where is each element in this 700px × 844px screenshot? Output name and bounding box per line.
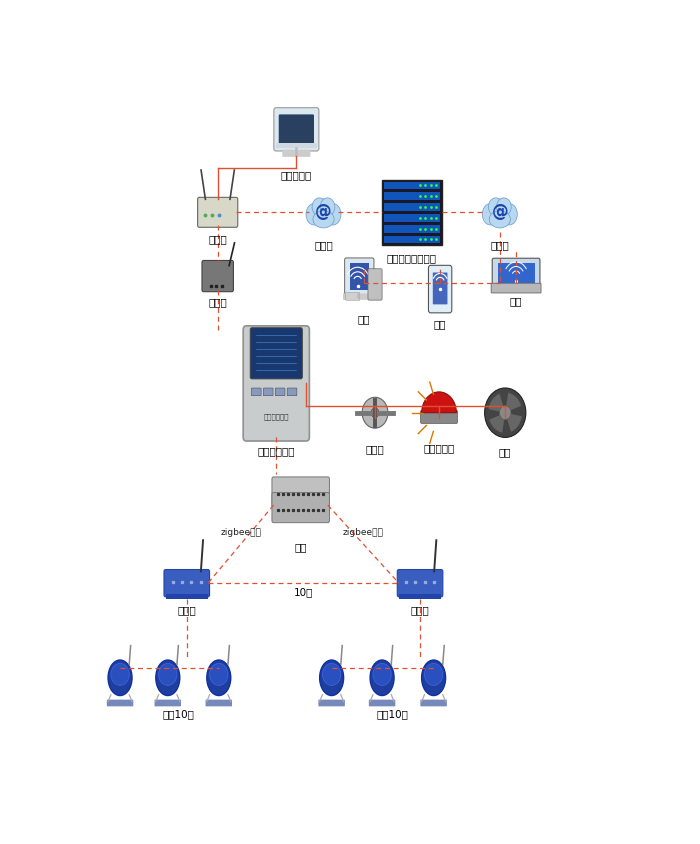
Circle shape	[371, 408, 379, 418]
FancyBboxPatch shape	[279, 116, 314, 148]
FancyBboxPatch shape	[384, 225, 440, 234]
FancyBboxPatch shape	[491, 284, 541, 294]
Ellipse shape	[313, 212, 334, 229]
Circle shape	[111, 663, 130, 685]
FancyBboxPatch shape	[399, 594, 441, 600]
Text: @: @	[491, 203, 508, 220]
FancyBboxPatch shape	[421, 700, 447, 706]
FancyBboxPatch shape	[344, 258, 374, 295]
FancyBboxPatch shape	[206, 700, 232, 706]
Ellipse shape	[421, 660, 446, 695]
Text: zigbee信号: zigbee信号	[343, 528, 384, 537]
FancyBboxPatch shape	[433, 273, 447, 305]
Ellipse shape	[325, 204, 341, 225]
Text: 转换器: 转换器	[209, 297, 227, 307]
FancyBboxPatch shape	[263, 388, 273, 397]
Wedge shape	[505, 414, 522, 432]
Wedge shape	[421, 392, 456, 414]
Wedge shape	[489, 394, 505, 414]
Text: 终端: 终端	[510, 296, 522, 306]
Text: zigbee信号: zigbee信号	[220, 528, 261, 537]
Ellipse shape	[489, 212, 510, 229]
Circle shape	[373, 663, 391, 685]
FancyBboxPatch shape	[384, 182, 440, 190]
Ellipse shape	[501, 204, 517, 225]
Text: 安帕尔网络服务器: 安帕尔网络服务器	[387, 253, 437, 263]
FancyBboxPatch shape	[349, 264, 369, 290]
Circle shape	[484, 388, 526, 438]
Text: 风机: 风机	[499, 447, 512, 457]
FancyBboxPatch shape	[282, 150, 311, 158]
FancyBboxPatch shape	[492, 259, 540, 289]
FancyBboxPatch shape	[251, 328, 302, 380]
Ellipse shape	[370, 660, 394, 695]
FancyBboxPatch shape	[384, 215, 440, 223]
Ellipse shape	[206, 660, 231, 695]
Text: @: @	[315, 203, 332, 220]
Circle shape	[323, 663, 341, 685]
Ellipse shape	[488, 200, 512, 226]
FancyBboxPatch shape	[272, 493, 330, 523]
FancyBboxPatch shape	[384, 193, 440, 201]
FancyBboxPatch shape	[287, 388, 297, 397]
Text: 报警控制主机: 报警控制主机	[263, 413, 289, 419]
FancyBboxPatch shape	[275, 388, 285, 397]
FancyBboxPatch shape	[164, 570, 209, 598]
FancyBboxPatch shape	[398, 570, 443, 598]
Ellipse shape	[320, 660, 344, 695]
Ellipse shape	[489, 198, 503, 217]
Circle shape	[362, 398, 388, 429]
Circle shape	[209, 663, 228, 685]
FancyBboxPatch shape	[197, 198, 238, 228]
Text: 单机版电脑: 单机版电脑	[281, 170, 312, 180]
Text: 可接10台: 可接10台	[162, 708, 195, 718]
FancyBboxPatch shape	[318, 700, 345, 706]
FancyBboxPatch shape	[276, 143, 316, 149]
FancyBboxPatch shape	[202, 261, 233, 292]
Ellipse shape	[312, 200, 335, 226]
FancyBboxPatch shape	[428, 266, 452, 313]
Circle shape	[159, 663, 177, 685]
Text: 电脑: 电脑	[358, 314, 370, 324]
FancyBboxPatch shape	[382, 181, 442, 246]
Ellipse shape	[482, 204, 498, 225]
Ellipse shape	[156, 660, 180, 695]
Ellipse shape	[496, 198, 511, 217]
Text: 声光报警器: 声光报警器	[424, 443, 455, 453]
Wedge shape	[505, 393, 521, 414]
FancyBboxPatch shape	[274, 109, 319, 152]
FancyBboxPatch shape	[421, 411, 458, 424]
Text: 互联网: 互联网	[314, 241, 333, 251]
Text: 可接10台: 可接10台	[377, 708, 409, 718]
Ellipse shape	[306, 204, 322, 225]
Circle shape	[424, 663, 443, 685]
Text: 电磁阀: 电磁阀	[365, 444, 384, 454]
FancyBboxPatch shape	[343, 294, 370, 300]
Text: 中继器: 中继器	[177, 605, 196, 615]
FancyBboxPatch shape	[384, 236, 440, 244]
FancyBboxPatch shape	[346, 293, 360, 301]
Text: 报警控制主机: 报警控制主机	[258, 446, 295, 456]
Text: 网关: 网关	[295, 542, 307, 552]
Wedge shape	[489, 414, 505, 433]
FancyBboxPatch shape	[384, 204, 440, 212]
Ellipse shape	[108, 660, 132, 695]
FancyBboxPatch shape	[243, 327, 309, 441]
FancyBboxPatch shape	[155, 700, 181, 706]
Text: 手机: 手机	[434, 319, 447, 328]
Ellipse shape	[320, 198, 335, 217]
Circle shape	[500, 406, 511, 420]
FancyBboxPatch shape	[368, 269, 382, 300]
FancyBboxPatch shape	[251, 388, 261, 397]
FancyBboxPatch shape	[369, 700, 396, 706]
FancyBboxPatch shape	[107, 700, 133, 706]
Text: 路由器: 路由器	[209, 234, 227, 244]
Ellipse shape	[312, 198, 327, 217]
FancyBboxPatch shape	[272, 478, 330, 507]
FancyBboxPatch shape	[498, 263, 535, 284]
FancyBboxPatch shape	[166, 594, 208, 600]
Text: 中继器: 中继器	[411, 605, 429, 615]
Text: 10组: 10组	[294, 586, 313, 596]
Text: 互联网: 互联网	[491, 241, 509, 251]
